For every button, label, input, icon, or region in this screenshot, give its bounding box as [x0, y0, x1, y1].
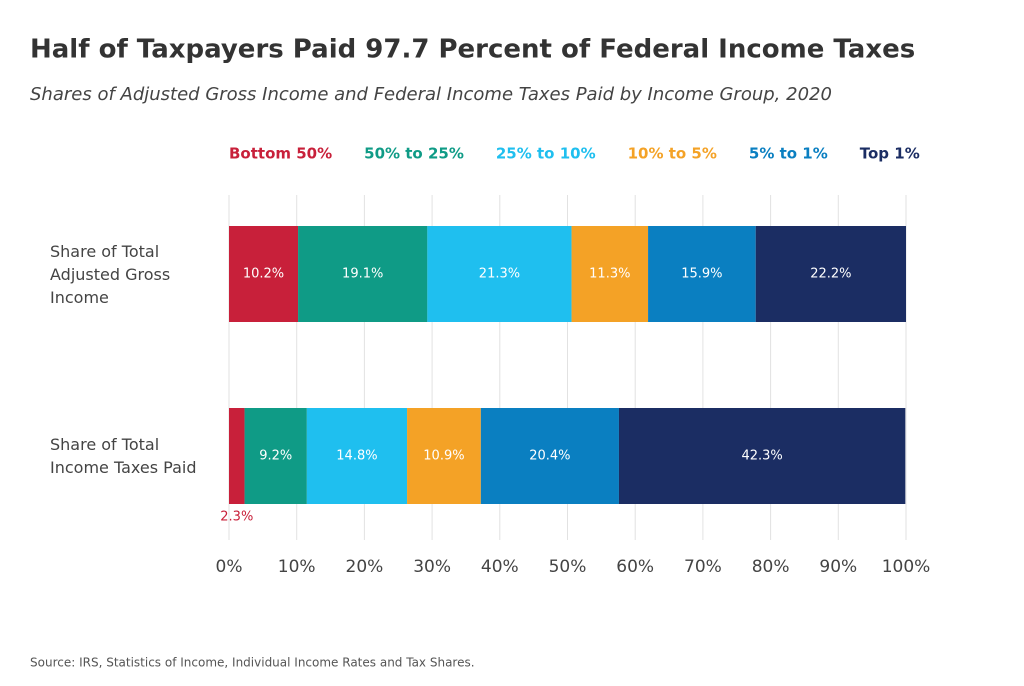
chart-subtitle: Shares of Adjusted Gross Income and Fede…	[30, 84, 832, 105]
x-tick-label: 10%	[278, 557, 316, 577]
legend-entry: 10% to 5%	[628, 145, 717, 163]
data-label: 9.2%	[259, 449, 292, 464]
x-tick-label: 60%	[616, 557, 654, 577]
data-label: 11.3%	[589, 267, 630, 282]
bar-segment	[306, 408, 408, 504]
bar-segment	[618, 408, 906, 504]
legend-entry: Bottom 50%	[229, 145, 332, 163]
data-label: 10.2%	[243, 267, 284, 282]
bar-segment	[229, 226, 299, 322]
x-tick-label: 40%	[481, 557, 519, 577]
data-label: 20.4%	[529, 449, 570, 464]
data-label: 21.3%	[479, 267, 520, 282]
source: Source: IRS, Statistics of Income, Indiv…	[30, 656, 475, 670]
bar-segment	[648, 226, 756, 322]
data-label: 14.8%	[336, 449, 377, 464]
bar-segment	[755, 226, 906, 322]
data-label: 10.9%	[423, 449, 464, 464]
data-label: 42.3%	[741, 449, 782, 464]
bar-segment	[407, 408, 481, 504]
x-tick-label: 50%	[549, 557, 587, 577]
legend-entry: 50% to 25%	[364, 145, 464, 163]
bar-segment	[427, 226, 572, 322]
category-label: Share of Total Adjusted Gross Income	[50, 241, 171, 307]
data-label: 22.2%	[810, 267, 851, 282]
data-label: 2.3%	[220, 510, 253, 525]
x-tick-label: 30%	[413, 557, 451, 577]
bar-segment	[229, 408, 245, 504]
chart-title: Half of Taxpayers Paid 97.7 Percent of F…	[30, 35, 915, 65]
bar-segment	[244, 408, 307, 504]
bar-segment	[480, 408, 619, 504]
legend-entry: Top 1%	[860, 145, 920, 163]
x-tick-label: 20%	[346, 557, 384, 577]
x-tick-label: 100%	[882, 557, 931, 577]
data-label: 15.9%	[681, 267, 722, 282]
data-label: 19.1%	[342, 267, 383, 282]
legend-entry: 5% to 1%	[749, 145, 828, 163]
x-tick-label: 80%	[752, 557, 790, 577]
bar-segment	[571, 226, 649, 322]
x-tick-label: 0%	[216, 557, 243, 577]
bar-segment	[298, 226, 428, 322]
x-tick-label: 90%	[819, 557, 857, 577]
legend-entry: 25% to 10%	[496, 145, 596, 163]
x-tick-label: 70%	[684, 557, 722, 577]
category-label: Share of Total Income Taxes Paid	[50, 435, 197, 477]
